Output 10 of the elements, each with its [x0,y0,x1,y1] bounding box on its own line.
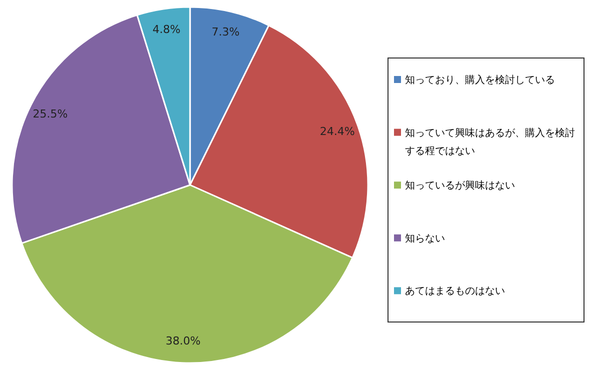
data-label: 38.0% [166,334,201,348]
legend-label: 知っていて興味はあるが、購入を検討する程ではない [405,126,575,157]
legend-label: 知っており、購入を検討している [405,74,555,86]
legend-label: 知らない [405,232,445,244]
data-label: 7.3% [212,25,240,38]
data-label: 24.4% [320,124,355,138]
legend-label: 知っているが興味はない [405,179,515,192]
data-label: 25.5% [32,107,68,120]
data-label: 4.8% [152,23,180,36]
legend-label: あてはまるものはない [405,286,505,297]
